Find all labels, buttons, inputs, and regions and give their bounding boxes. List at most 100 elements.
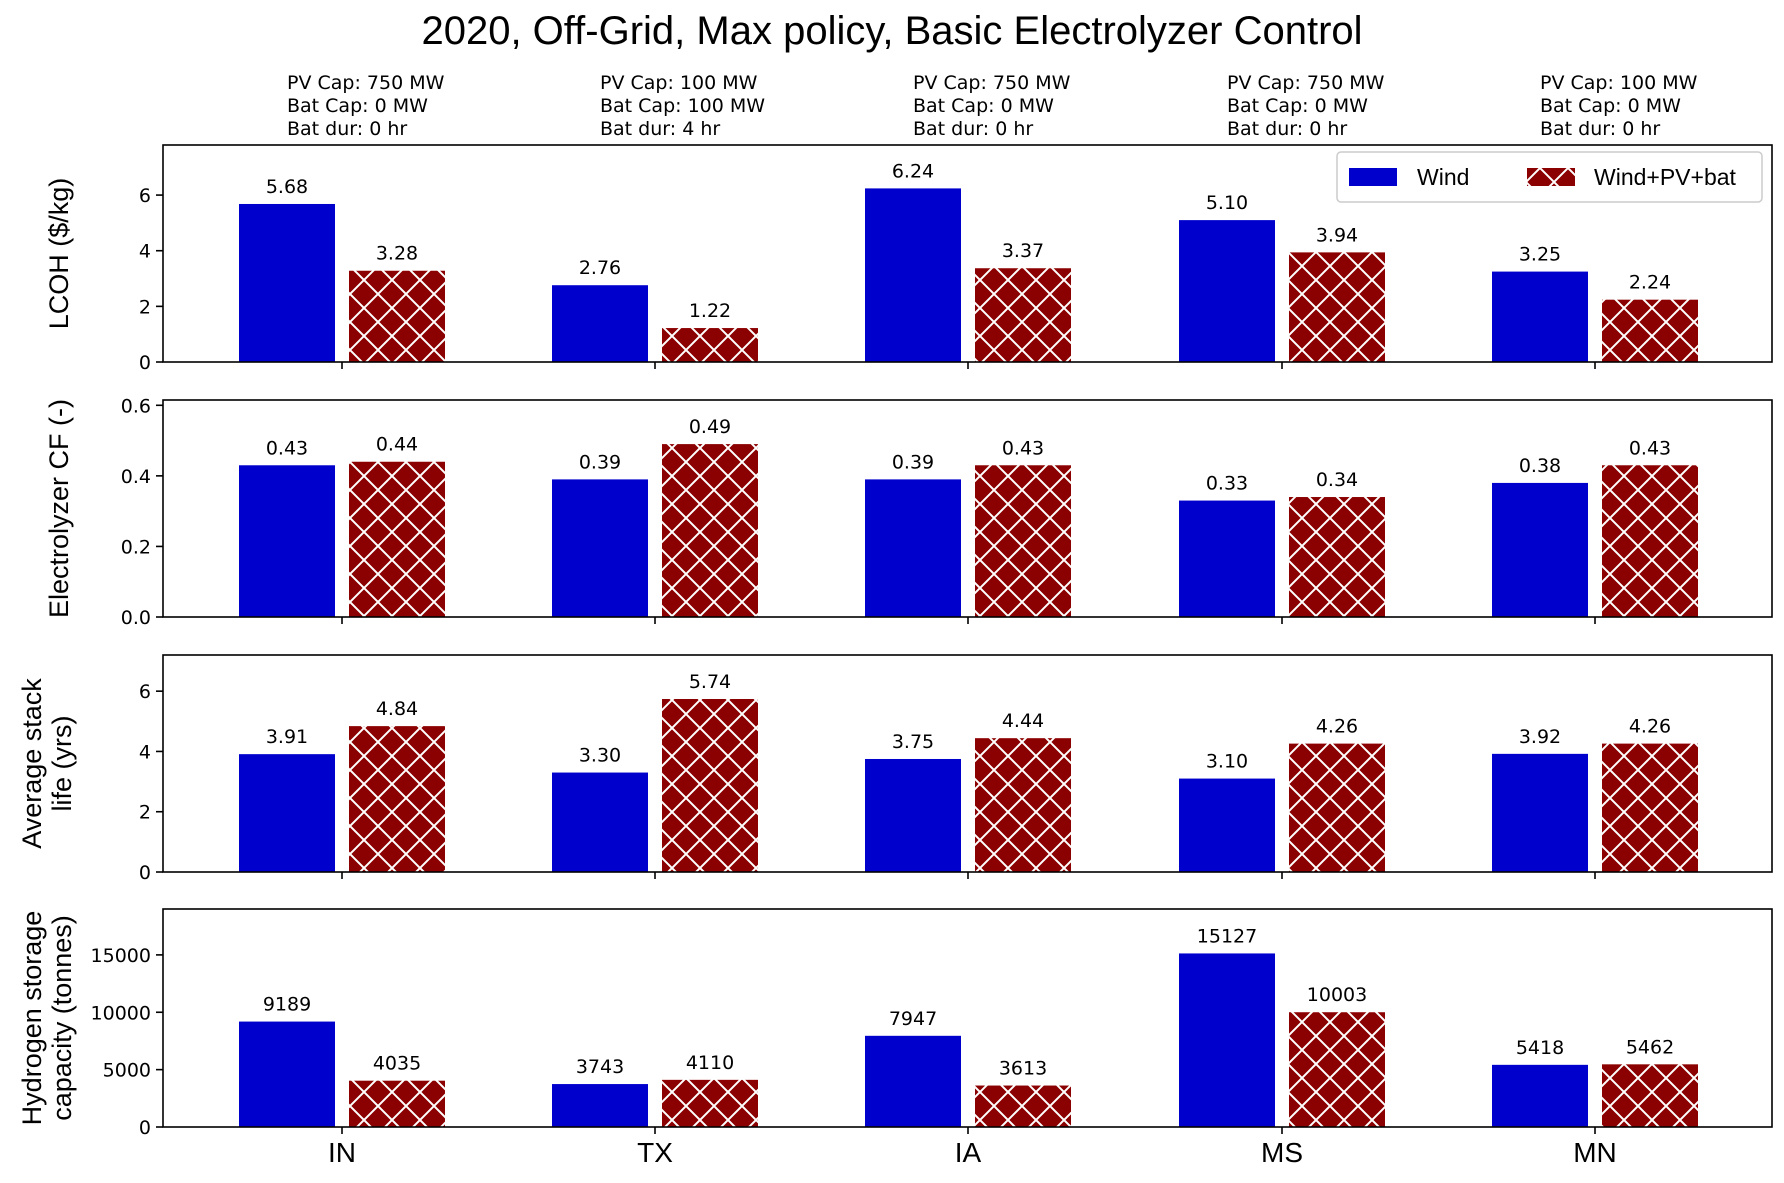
data-label: 4.44 — [1002, 710, 1044, 732]
config-annotation-line: PV Cap: 100 MW — [600, 72, 758, 94]
panels: 5.68 2.76 6.24 5.10 3.25 3.28 1.22 3.37 3.94 2.24… — [17, 144, 1773, 1139]
data-label: 4.84 — [376, 698, 418, 720]
bar-hybrid-IA — [975, 1085, 1071, 1127]
bar-wind-MN — [1492, 271, 1588, 362]
legend: Wind Wind+PV+bat — [1336, 151, 1763, 203]
bar-wind-MS — [1179, 953, 1275, 1127]
panel-4: 9189 3743 7947 15127 5418 4035 4110 3613 10003 54… — [17, 908, 1773, 1139]
config-annotation-line: Bat dur: 0 hr — [1227, 118, 1347, 140]
y-tick-label: 10000 — [91, 1002, 151, 1024]
bar-hybrid-MS — [1289, 497, 1385, 617]
data-label: 3.25 — [1519, 244, 1561, 266]
panel-1: 5.68 2.76 6.24 5.10 3.25 3.28 1.22 3.37 3.94 2.24… — [44, 144, 1773, 374]
bar-hybrid-MS — [1289, 743, 1385, 872]
y-tick-label: 0 — [139, 862, 151, 884]
config-annotation-line: Bat Cap: 0 MW — [1227, 95, 1368, 117]
bar-wind-IA — [865, 758, 961, 872]
data-label: 9189 — [263, 994, 311, 1016]
bar-wind-IN — [239, 203, 335, 362]
bar-hybrid-IN — [349, 461, 445, 617]
x-axis: IN TX IA MS MN — [328, 1137, 1617, 1168]
bar-wind-IN — [239, 754, 335, 872]
x-tick-label: TX — [637, 1137, 673, 1168]
legend-label-hybrid: Wind+PV+bat — [1594, 164, 1737, 190]
y-tick-label: 0.6 — [121, 395, 151, 417]
data-label: 5.74 — [689, 671, 731, 693]
data-label: 5.10 — [1206, 192, 1248, 214]
data-label: 0.38 — [1519, 455, 1561, 477]
data-label: 3.75 — [892, 731, 934, 753]
y-tick-label: 2 — [139, 802, 151, 824]
y-tick-label: 5000 — [103, 1060, 151, 1082]
config-annotation-line: Bat dur: 0 hr — [913, 118, 1033, 140]
bar-hybrid-IA — [975, 268, 1071, 362]
config-annotation-line: Bat Cap: 0 MW — [913, 95, 1054, 117]
y-tick-label: 0 — [139, 352, 151, 374]
data-label: 3743 — [576, 1056, 624, 1078]
data-label: 7947 — [889, 1008, 937, 1030]
data-label: 3.10 — [1206, 751, 1248, 773]
y-tick-label: 0.2 — [121, 536, 151, 558]
data-label: 2.76 — [579, 257, 621, 279]
config-annotation-line: Bat dur: 0 hr — [287, 118, 407, 140]
bar-wind-MS — [1179, 778, 1275, 872]
bar-hybrid-MN — [1602, 1064, 1698, 1127]
y-tick-label: 15000 — [91, 945, 151, 967]
data-label: 0.34 — [1316, 469, 1358, 491]
bar-hybrid-TX — [662, 444, 758, 617]
config-annotation-line: Bat Cap: 0 MW — [287, 95, 428, 117]
bar-wind-IA — [865, 188, 961, 362]
y-tick-label: 6 — [139, 681, 151, 703]
data-label: 6.24 — [892, 160, 934, 182]
bar-wind-MS — [1179, 500, 1275, 617]
y-tick-label: 4 — [139, 241, 151, 263]
bar-wind-IN — [239, 465, 335, 617]
bar-hybrid-MS — [1289, 1012, 1385, 1127]
bar-wind-TX — [552, 772, 648, 872]
bar-hybrid-MS — [1289, 252, 1385, 362]
data-label: 4110 — [686, 1052, 734, 1074]
legend-swatch-wind — [1349, 168, 1397, 186]
panel-2: 0.43 0.39 0.39 0.33 0.38 0.44 0.49 0.43 0.34 0.43… — [44, 395, 1773, 629]
y-tick-label: 2 — [139, 296, 151, 318]
data-label: 3.92 — [1519, 726, 1561, 748]
data-label: 5418 — [1516, 1037, 1564, 1059]
y-axis-label: Average stack — [17, 678, 47, 849]
config-annotation-line: Bat dur: 0 hr — [1540, 118, 1660, 140]
y-tick-label: 0.0 — [121, 607, 151, 629]
bar-hybrid-MN — [1602, 299, 1698, 362]
data-label: 3.94 — [1316, 224, 1358, 246]
legend-swatch-hybrid — [1527, 168, 1575, 186]
data-label: 3.91 — [266, 726, 308, 748]
data-label: 0.44 — [376, 434, 418, 456]
config-annotation-line: Bat dur: 4 hr — [600, 118, 720, 140]
data-label: 0.49 — [689, 416, 731, 438]
bar-wind-IN — [239, 1021, 335, 1127]
data-label: 3.37 — [1002, 240, 1044, 262]
data-label: 5.68 — [266, 176, 308, 198]
config-annotation-line: Bat Cap: 0 MW — [1540, 95, 1681, 117]
data-label: 4.26 — [1629, 716, 1671, 738]
bar-hybrid-IA — [975, 465, 1071, 617]
y-tick-label: 6 — [139, 185, 151, 207]
config-annotation-line: Bat Cap: 100 MW — [600, 95, 765, 117]
bar-hybrid-TX — [662, 1079, 758, 1127]
legend-label-wind: Wind — [1417, 164, 1469, 190]
bar-hybrid-IN — [349, 1080, 445, 1127]
data-label: 3.28 — [376, 243, 418, 265]
y-axis-label: Hydrogen storage — [17, 911, 47, 1126]
data-label: 1.22 — [689, 300, 731, 322]
data-label: 3.30 — [579, 745, 621, 767]
bar-wind-IA — [865, 479, 961, 617]
bar-wind-TX — [552, 285, 648, 362]
bar-hybrid-MN — [1602, 743, 1698, 872]
x-tick-label: IN — [328, 1137, 356, 1168]
y-axis-label: LCOH ($/kg) — [44, 178, 74, 330]
data-label: 0.43 — [266, 437, 308, 459]
y-axis-label: life (yrs) — [47, 716, 77, 812]
y-axis-label: capacity (tonnes) — [47, 915, 77, 1121]
bar-hybrid-TX — [662, 328, 758, 362]
bar-wind-MN — [1492, 482, 1588, 617]
